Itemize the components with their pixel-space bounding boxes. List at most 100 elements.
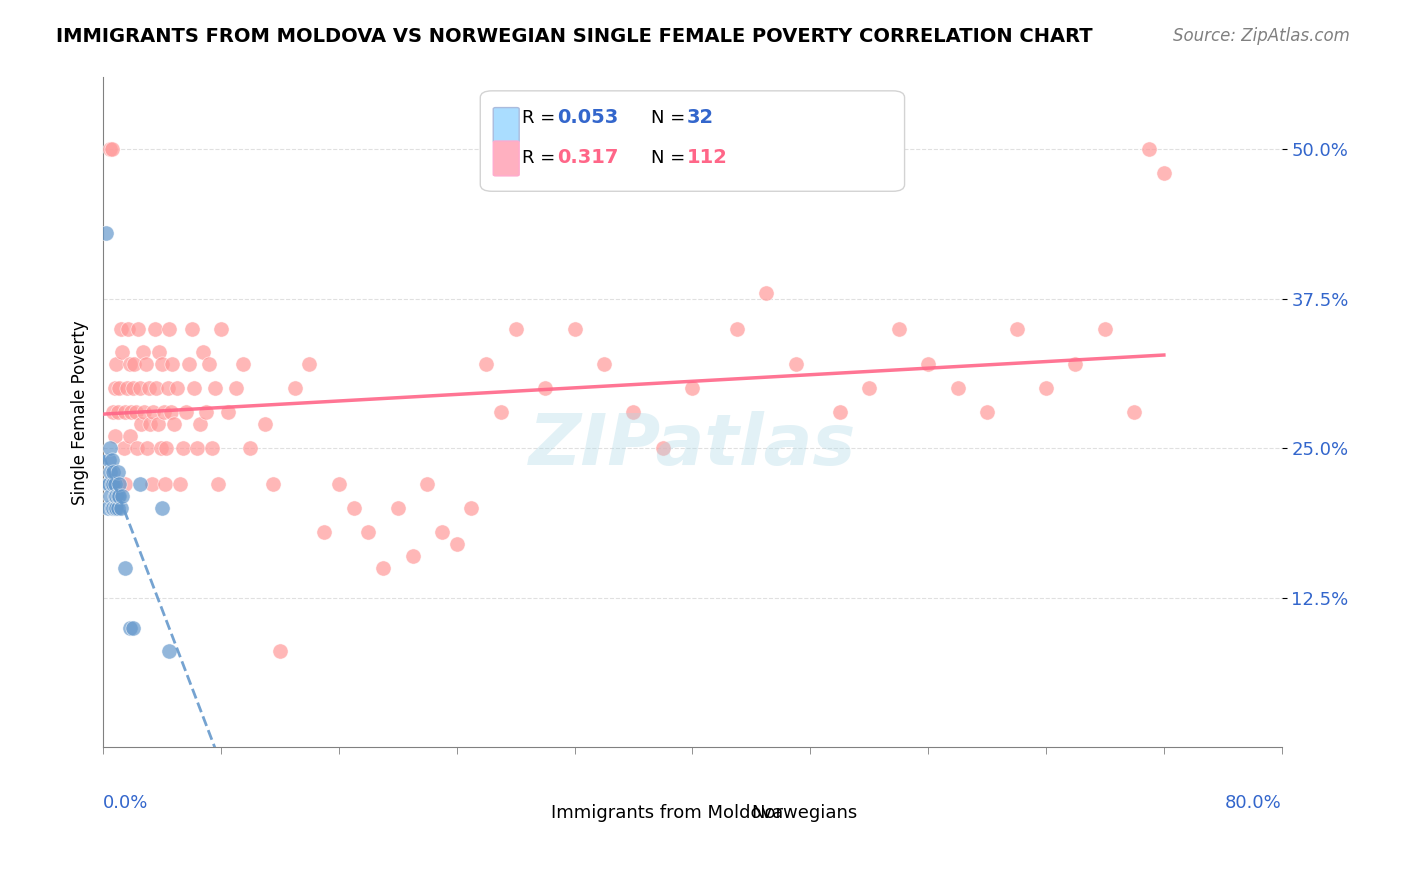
Point bbox=[342, 500, 364, 515]
Point bbox=[98, 477, 121, 491]
Point bbox=[858, 381, 880, 395]
Point bbox=[946, 381, 969, 395]
Point bbox=[110, 500, 132, 515]
Point bbox=[505, 321, 527, 335]
Point bbox=[118, 358, 141, 372]
Point bbox=[125, 441, 148, 455]
Point bbox=[96, 477, 118, 491]
Point bbox=[115, 381, 138, 395]
Point bbox=[100, 142, 122, 156]
FancyBboxPatch shape bbox=[481, 91, 904, 191]
Point bbox=[108, 477, 131, 491]
Point bbox=[105, 500, 128, 515]
Point bbox=[120, 405, 142, 419]
Point bbox=[153, 477, 176, 491]
Y-axis label: Single Female Poverty: Single Female Poverty bbox=[72, 320, 89, 505]
Point bbox=[149, 441, 172, 455]
Text: 32: 32 bbox=[686, 108, 714, 128]
Point bbox=[104, 489, 127, 503]
Point bbox=[104, 477, 127, 491]
Point bbox=[101, 142, 124, 156]
Text: Source: ZipAtlas.com: Source: ZipAtlas.com bbox=[1173, 27, 1350, 45]
Point bbox=[150, 500, 173, 515]
Point bbox=[262, 477, 284, 491]
Text: ZIPatlas: ZIPatlas bbox=[529, 411, 856, 480]
Point bbox=[131, 417, 153, 432]
Point bbox=[401, 549, 423, 563]
Text: Immigrants from Moldova: Immigrants from Moldova bbox=[551, 804, 783, 822]
Point bbox=[114, 477, 136, 491]
Text: R =: R = bbox=[522, 109, 561, 127]
Point bbox=[564, 321, 586, 335]
Point bbox=[108, 381, 131, 395]
Point bbox=[104, 500, 127, 515]
Point bbox=[118, 429, 141, 443]
Point bbox=[163, 417, 186, 432]
Point bbox=[100, 465, 122, 479]
FancyBboxPatch shape bbox=[489, 793, 530, 812]
Point bbox=[159, 644, 181, 658]
Text: N =: N = bbox=[651, 109, 692, 127]
Point bbox=[105, 358, 128, 372]
Point bbox=[142, 405, 165, 419]
Point bbox=[129, 381, 152, 395]
Point bbox=[132, 345, 155, 359]
Point bbox=[785, 358, 807, 372]
Point bbox=[193, 345, 215, 359]
Point bbox=[371, 560, 394, 574]
Point bbox=[94, 226, 117, 240]
Point bbox=[129, 477, 152, 491]
Point bbox=[145, 381, 167, 395]
Point bbox=[887, 321, 910, 335]
Point bbox=[387, 500, 409, 515]
Point bbox=[298, 358, 321, 372]
Point bbox=[254, 417, 277, 432]
Point bbox=[110, 321, 132, 335]
Point bbox=[174, 405, 197, 419]
Text: IMMIGRANTS FROM MOLDOVA VS NORWEGIAN SINGLE FEMALE POVERTY CORRELATION CHART: IMMIGRANTS FROM MOLDOVA VS NORWEGIAN SIN… bbox=[56, 27, 1092, 45]
Point bbox=[172, 441, 194, 455]
Point bbox=[1035, 381, 1057, 395]
Point bbox=[104, 381, 127, 395]
Point bbox=[127, 321, 149, 335]
Point bbox=[198, 358, 221, 372]
Point bbox=[107, 405, 129, 419]
Point bbox=[195, 405, 218, 419]
Point bbox=[180, 321, 202, 335]
Point bbox=[217, 405, 239, 419]
Point bbox=[284, 381, 307, 395]
Point bbox=[1153, 166, 1175, 180]
Point bbox=[103, 500, 125, 515]
Point bbox=[122, 358, 145, 372]
Point bbox=[183, 381, 205, 395]
Point bbox=[460, 500, 482, 515]
Point bbox=[976, 405, 998, 419]
Point bbox=[177, 358, 200, 372]
Point bbox=[121, 381, 143, 395]
Point bbox=[209, 321, 232, 335]
Point bbox=[111, 489, 134, 503]
Point bbox=[117, 321, 139, 335]
Point bbox=[917, 358, 939, 372]
Point bbox=[114, 560, 136, 574]
Text: 0.317: 0.317 bbox=[557, 148, 619, 168]
Point bbox=[96, 500, 118, 515]
Point bbox=[239, 441, 262, 455]
Point bbox=[98, 453, 121, 467]
Point bbox=[134, 405, 156, 419]
Point bbox=[105, 489, 128, 503]
Point bbox=[755, 285, 778, 300]
Point bbox=[328, 477, 350, 491]
Point bbox=[828, 405, 851, 419]
Point bbox=[593, 358, 616, 372]
Point bbox=[475, 358, 498, 372]
Point bbox=[160, 405, 183, 419]
Point bbox=[112, 441, 135, 455]
Point bbox=[725, 321, 748, 335]
Point bbox=[103, 477, 125, 491]
Point bbox=[357, 524, 380, 539]
Point bbox=[114, 405, 136, 419]
FancyBboxPatch shape bbox=[494, 108, 519, 143]
Text: 112: 112 bbox=[686, 148, 727, 168]
Point bbox=[1123, 405, 1146, 419]
